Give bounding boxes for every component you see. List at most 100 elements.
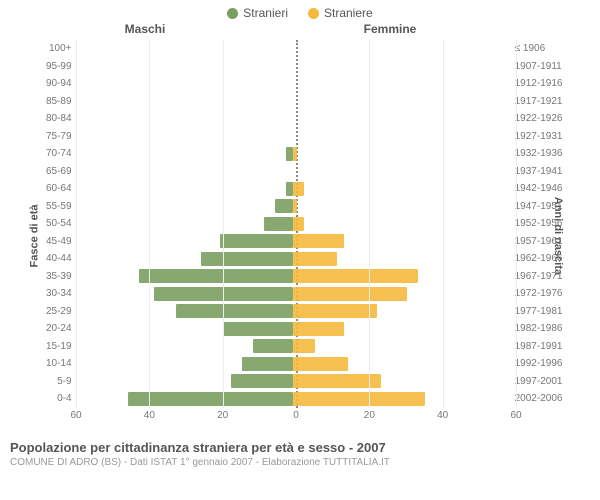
female-swatch <box>308 8 319 19</box>
female-half <box>293 180 511 198</box>
pyramid-row: 5-9 1997-2001 <box>30 373 570 391</box>
male-half <box>76 128 294 146</box>
female-half <box>293 285 511 303</box>
male-bar <box>275 199 293 213</box>
pyramid-row: 80-841922-1926 <box>30 110 570 128</box>
age-label: 95-99 <box>30 61 76 72</box>
pyramid-row: 90-94 1912-1916 <box>30 75 570 93</box>
pyramid-row: 100+ ≤ 1906 <box>30 40 570 58</box>
female-bar <box>293 269 418 283</box>
female-half <box>293 110 511 128</box>
gridline <box>76 40 77 408</box>
pyramid-row: 45-491957-1961 <box>30 233 570 251</box>
pyramid-chart: Fasce di età Anni di nascita 100+≤ 19069… <box>0 36 600 436</box>
age-label: 25-29 <box>30 306 76 317</box>
age-label: 65-69 <box>30 166 76 177</box>
male-half <box>76 163 294 181</box>
male-half <box>76 250 294 268</box>
age-label: 100+ <box>30 43 76 54</box>
chart-subtitle: COMUNE DI ADRO (BS) - Dati ISTAT 1° genn… <box>10 457 590 468</box>
male-bar <box>220 234 293 248</box>
female-bar <box>293 287 407 301</box>
male-bar <box>242 357 293 371</box>
birth-label: 1992-1996 <box>511 358 570 369</box>
gridline <box>443 40 444 408</box>
legend: Stranieri Straniere <box>0 0 600 22</box>
pyramid-row: 55-591947-1951 <box>30 198 570 216</box>
birth-label: 1937-1941 <box>511 166 570 177</box>
pyramid-row: 65-69 1937-1941 <box>30 163 570 181</box>
birth-label: ≤ 1906 <box>511 43 570 54</box>
pyramid-row: 0-4 2002-2006 <box>30 390 570 408</box>
age-label: 10-14 <box>30 358 76 369</box>
male-half <box>76 215 294 233</box>
male-half <box>76 373 294 391</box>
female-half <box>293 355 511 373</box>
pyramid-row: 50-54 1952-1956 <box>30 215 570 233</box>
age-label: 85-89 <box>30 96 76 107</box>
birth-label: 1912-1916 <box>511 78 570 89</box>
birth-label: 1952-1956 <box>511 218 570 229</box>
male-bar <box>128 392 293 406</box>
male-bar <box>286 147 293 161</box>
male-bar <box>264 217 293 231</box>
pyramid-row: 15-191987-1991 <box>30 338 570 356</box>
female-bar <box>293 234 344 248</box>
female-half <box>293 268 511 286</box>
female-bar <box>293 217 304 231</box>
birth-label: 1972-1976 <box>511 288 570 299</box>
female-half <box>293 215 511 233</box>
x-tick: 60 <box>510 410 521 421</box>
legend-item-female: Straniere <box>308 6 373 20</box>
header-male: Maschi <box>0 22 230 36</box>
female-half <box>293 145 511 163</box>
gridline <box>369 40 370 408</box>
male-half <box>76 268 294 286</box>
age-label: 20-24 <box>30 323 76 334</box>
age-label: 0-4 <box>30 393 76 404</box>
female-half <box>293 373 511 391</box>
female-half <box>293 58 511 76</box>
legend-female-label: Straniere <box>324 6 373 20</box>
female-bar <box>293 147 297 161</box>
x-tick: 0 <box>293 410 299 421</box>
female-bar <box>293 392 425 406</box>
female-half <box>293 40 511 58</box>
male-half <box>76 40 294 58</box>
header-female: Femmine <box>250 22 600 36</box>
pyramid-row: 75-791927-1931 <box>30 128 570 146</box>
age-label: 80-84 <box>30 113 76 124</box>
birth-label: 1997-2001 <box>511 376 570 387</box>
male-bar <box>231 374 293 388</box>
male-half <box>76 233 294 251</box>
birth-label: 1932-1936 <box>511 148 570 159</box>
birth-label: 1982-1986 <box>511 323 570 334</box>
age-label: 35-39 <box>30 271 76 282</box>
birth-label: 2002-2006 <box>511 393 570 404</box>
x-tick: 40 <box>144 410 155 421</box>
age-label: 50-54 <box>30 218 76 229</box>
female-half <box>293 338 511 356</box>
male-bar <box>223 322 293 336</box>
age-label: 5-9 <box>30 376 76 387</box>
female-half <box>293 93 511 111</box>
pyramid-row: 35-39 1967-1971 <box>30 268 570 286</box>
male-half <box>76 198 294 216</box>
legend-item-male: Stranieri <box>227 6 288 20</box>
female-half <box>293 250 511 268</box>
birth-label: 1967-1971 <box>511 271 570 282</box>
female-bar <box>293 199 297 213</box>
male-bar <box>139 269 293 283</box>
female-bar <box>293 304 377 318</box>
pyramid-row: 10-14 1992-1996 <box>30 355 570 373</box>
birth-label: 1947-1951 <box>511 201 570 212</box>
male-half <box>76 390 294 408</box>
x-tick: 20 <box>217 410 228 421</box>
female-bar <box>293 322 344 336</box>
female-bar <box>293 252 337 266</box>
pyramid-row: 25-291977-1981 <box>30 303 570 321</box>
age-label: 90-94 <box>30 78 76 89</box>
x-axis: 6040200204060 <box>30 410 570 424</box>
male-bar <box>253 339 293 353</box>
female-bar <box>293 339 315 353</box>
